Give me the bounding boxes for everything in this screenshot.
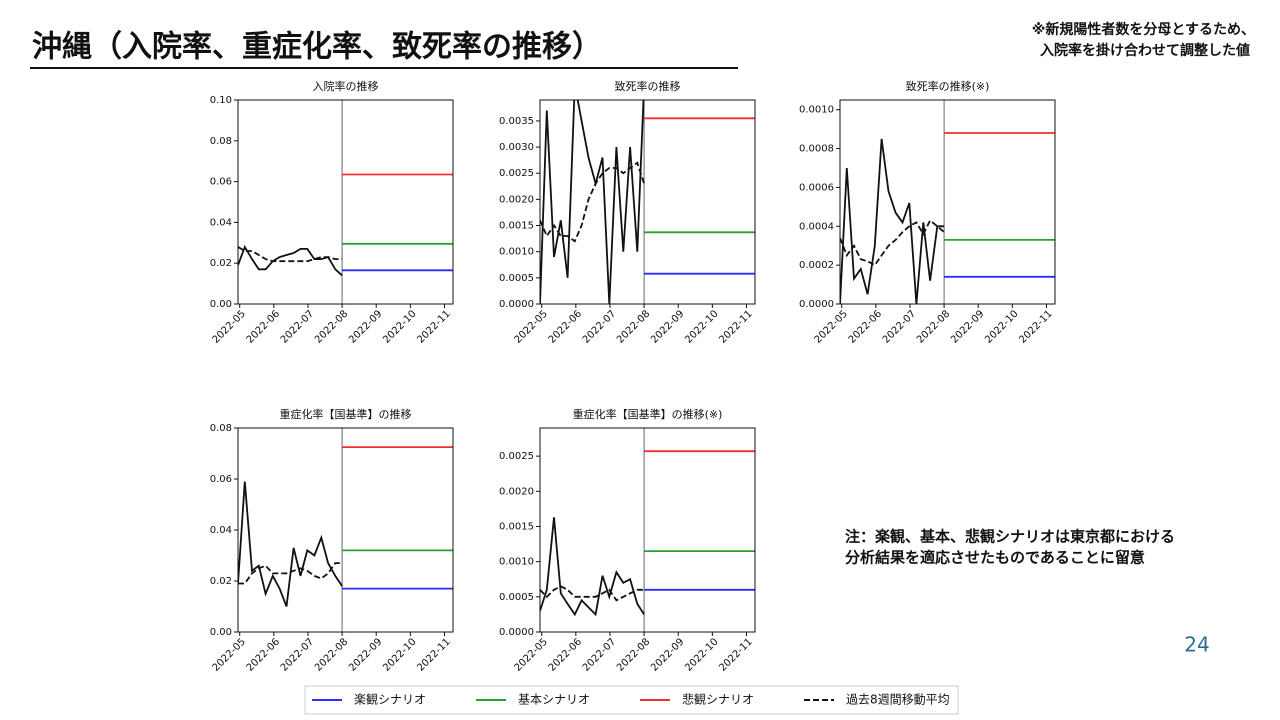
x-tick-label: 2022-07 — [279, 636, 316, 673]
y-tick-label: 0.02 — [210, 258, 232, 269]
y-tick-label: 0.0010 — [799, 105, 834, 116]
x-tick-label: 2022-11 — [717, 308, 754, 345]
x-tick-label: 2022-11 — [415, 636, 452, 673]
x-tick-label: 2022-06 — [245, 308, 282, 345]
plot-frame — [839, 99, 1056, 305]
y-tick-label: 0.0000 — [799, 299, 834, 310]
x-tick-label: 2022-08 — [915, 308, 952, 345]
x-tick-label: 2022-06 — [245, 636, 282, 673]
chart-title: 入院率の推移 — [313, 79, 379, 93]
y-tick-label: 0.08 — [210, 423, 232, 434]
y-tick-label: 0.0015 — [499, 221, 534, 232]
x-tick-label: 2022-08 — [615, 308, 652, 345]
x-tick-label: 2022-07 — [881, 308, 918, 345]
x-tick-label: 2022-08 — [615, 636, 652, 673]
x-tick-label: 2022-10 — [683, 636, 720, 673]
y-tick-label: 0.0002 — [799, 260, 834, 271]
chart-title: 致死率の推移(※) — [906, 79, 990, 93]
x-tick-label: 2022-08 — [313, 636, 350, 673]
plot-frame — [237, 99, 454, 305]
x-tick-label: 2022-09 — [949, 308, 986, 345]
y-tick-label: 0.0005 — [499, 273, 534, 284]
series-line — [540, 517, 645, 617]
y-tick-label: 0.08 — [210, 136, 232, 147]
x-tick-label: 2022-06 — [847, 308, 884, 345]
x-tick-label: 2022-07 — [581, 308, 618, 345]
y-tick-label: 0.0020 — [499, 486, 534, 497]
y-tick-label: 0.04 — [210, 525, 232, 536]
x-tick-label: 2022-09 — [649, 636, 686, 673]
x-tick-label: 2022-05 — [813, 308, 850, 345]
y-tick-label: 0.00 — [210, 299, 232, 310]
x-tick-label: 2022-08 — [313, 308, 350, 345]
y-tick-label: 0.0008 — [799, 144, 834, 155]
slide-title: 沖縄（入院率、重症化率、致死率の推移） — [32, 30, 602, 65]
y-tick-label: 0.0000 — [499, 299, 534, 310]
x-tick-label: 2022-10 — [381, 636, 418, 673]
y-tick-label: 0.0035 — [499, 116, 534, 127]
x-tick-label: 2022-07 — [581, 636, 618, 673]
series-line — [238, 481, 343, 607]
page-number: 24 — [1184, 633, 1209, 657]
note-top: 入院率を掛け合わせて調整した値 — [1040, 42, 1250, 59]
x-tick-label: 2022-09 — [347, 308, 384, 345]
note-bottom: 注：楽観、基本、悲観シナリオは東京都における — [845, 528, 1175, 546]
x-tick-label: 2022-10 — [683, 308, 720, 345]
note-top: ※新規陽性者数を分母とするため、 — [1032, 21, 1255, 38]
x-tick-label: 2022-05 — [513, 636, 550, 673]
x-tick-label: 2022-06 — [547, 308, 584, 345]
x-tick-label: 2022-06 — [547, 636, 584, 673]
series-line — [238, 244, 343, 277]
y-tick-label: 0.0025 — [499, 168, 534, 179]
series-line — [540, 161, 645, 243]
legend-label: 過去8週間移動平均 — [846, 693, 950, 707]
y-tick-label: 0.0004 — [799, 221, 834, 232]
y-tick-label: 0.0015 — [499, 521, 534, 532]
y-tick-label: 0.0005 — [499, 592, 534, 603]
y-tick-label: 0.10 — [210, 95, 232, 106]
chart-title: 重症化率【国基準】の推移(※) — [573, 407, 723, 421]
plot-frame — [237, 427, 454, 633]
y-tick-label: 0.0020 — [499, 194, 534, 205]
series-line — [840, 138, 945, 304]
note-bottom: 分析結果を適応させたものであることに留意 — [845, 549, 1145, 567]
plot-frame — [539, 427, 756, 633]
x-tick-label: 2022-10 — [381, 308, 418, 345]
chart-title: 重症化率【国基準】の推移 — [280, 407, 412, 421]
x-tick-label: 2022-11 — [717, 636, 754, 673]
legend-label: 基本シナリオ — [518, 693, 590, 707]
series-line — [238, 246, 343, 263]
series-line — [840, 219, 945, 267]
y-tick-label: 0.0025 — [499, 451, 534, 462]
chart-title: 致死率の推移 — [615, 79, 681, 93]
x-tick-label: 2022-05 — [513, 308, 550, 345]
x-tick-label: 2022-05 — [211, 308, 248, 345]
series-line — [540, 100, 645, 304]
series-line — [540, 585, 645, 602]
legend-label: 楽観シナリオ — [354, 693, 426, 707]
y-tick-label: 0.0030 — [499, 142, 534, 153]
x-tick-label: 2022-09 — [347, 636, 384, 673]
x-tick-label: 2022-07 — [279, 308, 316, 345]
y-tick-label: 0.0010 — [499, 557, 534, 568]
x-tick-label: 2022-05 — [211, 636, 248, 673]
plot-frame — [539, 99, 756, 305]
x-tick-label: 2022-10 — [983, 308, 1020, 345]
legend-label: 悲観シナリオ — [682, 692, 754, 707]
y-tick-label: 0.02 — [210, 576, 232, 587]
x-tick-label: 2022-11 — [1017, 308, 1054, 345]
y-tick-label: 0.06 — [210, 474, 232, 485]
legend-box — [304, 685, 959, 715]
y-tick-label: 0.06 — [210, 177, 232, 188]
y-tick-label: 0.00 — [210, 627, 232, 638]
x-tick-label: 2022-09 — [649, 308, 686, 345]
y-tick-label: 0.0000 — [499, 627, 534, 638]
y-tick-label: 0.0006 — [799, 182, 834, 193]
y-tick-label: 0.0010 — [499, 247, 534, 258]
y-tick-label: 0.04 — [210, 217, 232, 228]
x-tick-label: 2022-11 — [415, 308, 452, 345]
